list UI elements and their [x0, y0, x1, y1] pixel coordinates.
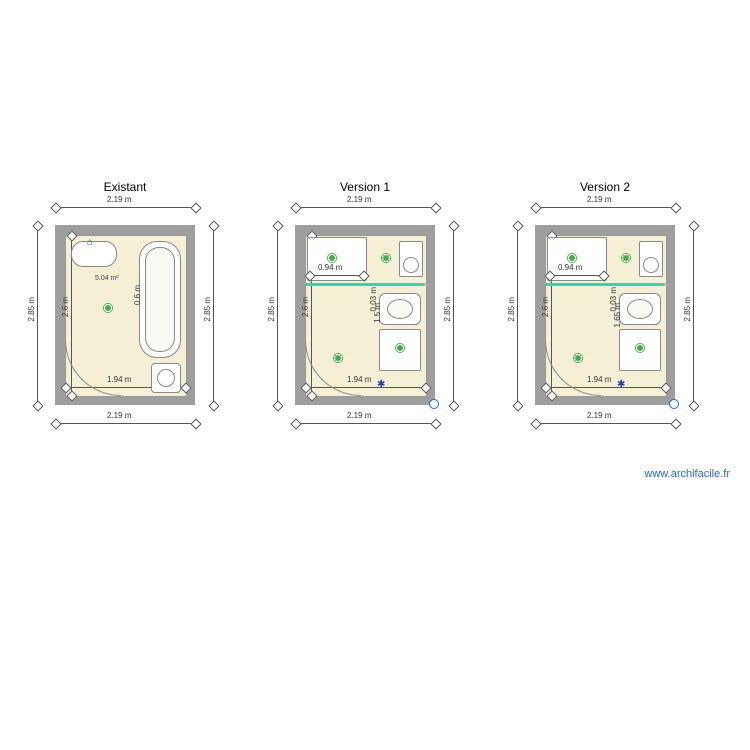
- electric-icon: [635, 343, 645, 353]
- dim-top-2: [535, 207, 675, 208]
- water-icon: [669, 399, 679, 409]
- dim-bot-1-label: 2.19 m: [347, 411, 371, 420]
- partition-1: [305, 283, 425, 286]
- dim-left-1: [277, 225, 278, 405]
- dim-part-2: [549, 275, 603, 276]
- water-icon: [429, 399, 439, 409]
- drain-icon: ✱: [617, 379, 625, 390]
- drain-icon: ✱: [377, 379, 385, 390]
- wc-bowl-2: [643, 257, 659, 273]
- website-link[interactable]: www.archifacile.fr: [644, 468, 730, 480]
- dim-left-0: [37, 225, 38, 405]
- dim-right-2-label: 2.85 m: [683, 297, 692, 321]
- dim-left-2: [517, 225, 518, 405]
- dim-left-1-label: 2.85 m: [267, 297, 276, 321]
- plan-title-1: Version 1: [295, 180, 435, 194]
- dim-inner-w-1: [305, 387, 425, 388]
- sink-existant: [71, 241, 117, 267]
- dim-right-1: [453, 225, 454, 405]
- basin-2: [627, 299, 653, 319]
- electric-icon: [621, 253, 631, 263]
- dim-inner-h-0-label: 2.6 m: [61, 297, 70, 317]
- electric-icon: [381, 253, 391, 263]
- electric-icon: [333, 353, 343, 363]
- dim-left-2-label: 2.85 m: [507, 297, 516, 321]
- dim-part-2-label: 0.94 m: [558, 263, 582, 272]
- dim-top-1: [295, 207, 435, 208]
- dim-top-0-label: 2.19 m: [107, 195, 131, 204]
- dim-right-2: [693, 225, 694, 405]
- dim-part-1: [309, 275, 363, 276]
- dim-bot-0-label: 2.19 m: [107, 411, 131, 420]
- dim-inner-h-1-label: 2.6 m: [301, 297, 310, 317]
- electric-icon: [327, 253, 337, 263]
- dim-right-0-label: 2.85 m: [203, 297, 212, 321]
- dim-cab-1: 1.5 m: [373, 303, 382, 323]
- partition-2: [545, 283, 665, 286]
- dim-top-1-label: 2.19 m: [347, 195, 371, 204]
- dim-cab-2: 1.65 m: [613, 303, 622, 327]
- dim-inner-w-2: [545, 387, 665, 388]
- dim-top-2-label: 2.19 m: [587, 195, 611, 204]
- area-label: 5.04 m²: [95, 275, 119, 282]
- electric-icon: [567, 253, 577, 263]
- dim-right-1-label: 2.85 m: [443, 297, 452, 321]
- dim-bot-0: [55, 423, 195, 424]
- bathtub-inner: [145, 247, 175, 352]
- dim-inner-h-2-label: 2.6 m: [541, 297, 550, 317]
- electric-icon: [103, 303, 113, 313]
- dim-bot-2-label: 2.19 m: [587, 411, 611, 420]
- dim-bot-2: [535, 423, 675, 424]
- plan-title-2: Version 2: [535, 180, 675, 194]
- electric-icon: [395, 343, 405, 353]
- wc-bowl-1: [403, 257, 419, 273]
- dim-left-0-label: 2.85 m: [27, 297, 36, 321]
- plan-title-0: Existant: [55, 180, 195, 194]
- basin-1: [387, 299, 413, 319]
- dim-stub: 0.6 m: [133, 285, 142, 305]
- electric-icon: [573, 353, 583, 363]
- dim-top-0: [55, 207, 195, 208]
- dim-right-0: [213, 225, 214, 405]
- faucet-icon: ⌂: [87, 237, 93, 248]
- toilet-bowl: [157, 369, 175, 387]
- dim-part-1-label: 0.94 m: [318, 263, 342, 272]
- dim-bot-1: [295, 423, 435, 424]
